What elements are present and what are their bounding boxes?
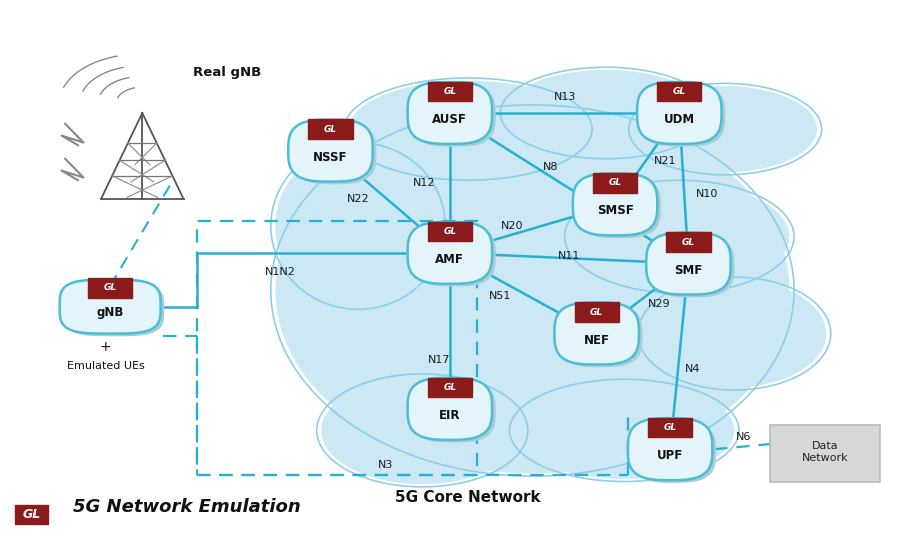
Text: UDM: UDM bbox=[664, 113, 695, 126]
Text: gNB: gNB bbox=[96, 306, 124, 318]
Ellipse shape bbox=[321, 377, 523, 484]
Polygon shape bbox=[577, 176, 661, 238]
Text: GL: GL bbox=[682, 238, 695, 246]
Polygon shape bbox=[641, 85, 725, 146]
Polygon shape bbox=[408, 378, 492, 440]
FancyBboxPatch shape bbox=[15, 505, 48, 524]
Polygon shape bbox=[63, 282, 164, 336]
Text: N4: N4 bbox=[686, 364, 700, 373]
Text: GL: GL bbox=[673, 87, 686, 96]
Text: N3: N3 bbox=[378, 461, 393, 470]
Text: GL: GL bbox=[324, 125, 337, 133]
Text: N20: N20 bbox=[501, 221, 523, 231]
Polygon shape bbox=[60, 280, 161, 334]
Text: SMSF: SMSF bbox=[597, 204, 633, 217]
Text: N51: N51 bbox=[489, 291, 511, 301]
Polygon shape bbox=[408, 222, 492, 284]
FancyBboxPatch shape bbox=[593, 173, 637, 193]
Text: N17: N17 bbox=[428, 356, 450, 365]
Polygon shape bbox=[573, 174, 657, 235]
Text: GL: GL bbox=[609, 179, 621, 187]
Ellipse shape bbox=[275, 108, 789, 473]
Ellipse shape bbox=[349, 81, 588, 178]
Bar bbox=[197, 221, 477, 475]
Polygon shape bbox=[411, 381, 496, 442]
Text: N13: N13 bbox=[554, 92, 576, 102]
Text: Real gNB: Real gNB bbox=[193, 66, 261, 79]
Text: AMF: AMF bbox=[435, 253, 465, 266]
Text: N6: N6 bbox=[736, 433, 751, 442]
Polygon shape bbox=[646, 233, 731, 294]
Text: NSSF: NSSF bbox=[313, 151, 348, 164]
Text: +: + bbox=[100, 340, 111, 354]
Ellipse shape bbox=[275, 145, 441, 307]
Polygon shape bbox=[650, 236, 734, 297]
Polygon shape bbox=[554, 303, 639, 364]
Text: N10: N10 bbox=[696, 189, 718, 199]
Text: GL: GL bbox=[664, 423, 677, 432]
Text: N29: N29 bbox=[648, 299, 670, 309]
FancyBboxPatch shape bbox=[648, 418, 692, 437]
Polygon shape bbox=[637, 82, 722, 144]
Text: N21: N21 bbox=[655, 157, 677, 166]
Text: GL: GL bbox=[590, 308, 603, 316]
Text: GL: GL bbox=[104, 284, 117, 292]
Polygon shape bbox=[292, 123, 376, 184]
Text: N22: N22 bbox=[347, 194, 369, 204]
FancyBboxPatch shape bbox=[575, 302, 619, 322]
Text: 5G Network Emulation: 5G Network Emulation bbox=[73, 498, 301, 516]
FancyBboxPatch shape bbox=[666, 232, 711, 252]
Text: N1N2: N1N2 bbox=[264, 267, 296, 277]
Polygon shape bbox=[628, 419, 712, 480]
FancyBboxPatch shape bbox=[428, 222, 472, 241]
Text: NEF: NEF bbox=[584, 334, 610, 346]
Text: AUSF: AUSF bbox=[432, 113, 467, 126]
Text: Data
Network: Data Network bbox=[802, 441, 848, 463]
FancyBboxPatch shape bbox=[428, 82, 472, 101]
Polygon shape bbox=[411, 225, 496, 286]
Ellipse shape bbox=[633, 86, 817, 172]
Text: GL: GL bbox=[443, 227, 456, 236]
Text: N8: N8 bbox=[543, 162, 558, 172]
FancyBboxPatch shape bbox=[88, 278, 132, 298]
Polygon shape bbox=[632, 421, 716, 483]
Text: 5G Core Network: 5G Core Network bbox=[396, 490, 541, 505]
FancyBboxPatch shape bbox=[657, 82, 701, 101]
Polygon shape bbox=[408, 82, 492, 144]
Ellipse shape bbox=[514, 382, 734, 479]
Ellipse shape bbox=[569, 183, 789, 291]
FancyBboxPatch shape bbox=[770, 425, 880, 482]
FancyBboxPatch shape bbox=[308, 119, 353, 139]
Text: UPF: UPF bbox=[657, 449, 683, 462]
Text: N12: N12 bbox=[413, 178, 435, 188]
Text: GL: GL bbox=[22, 508, 40, 521]
Polygon shape bbox=[558, 306, 643, 367]
FancyBboxPatch shape bbox=[428, 378, 472, 397]
Text: Emulated UEs: Emulated UEs bbox=[67, 361, 144, 371]
Text: N11: N11 bbox=[558, 251, 580, 260]
Ellipse shape bbox=[505, 70, 707, 156]
Text: SMF: SMF bbox=[675, 264, 702, 277]
Text: EIR: EIR bbox=[439, 409, 461, 422]
Text: GL: GL bbox=[443, 383, 456, 392]
Text: GL: GL bbox=[443, 87, 456, 96]
Ellipse shape bbox=[643, 280, 826, 387]
Polygon shape bbox=[288, 120, 373, 181]
Polygon shape bbox=[411, 85, 496, 146]
